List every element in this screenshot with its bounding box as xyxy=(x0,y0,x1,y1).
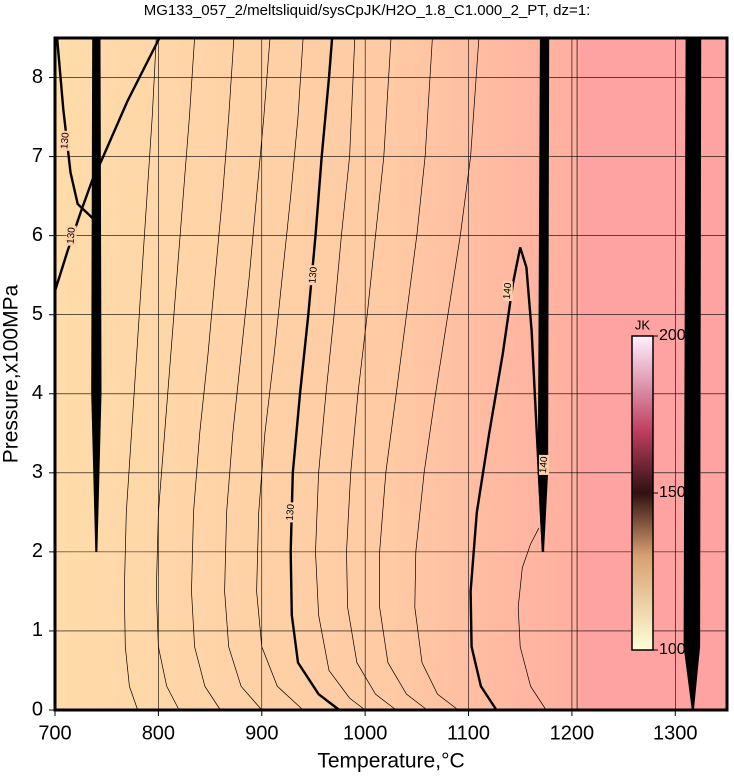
x-tick-label: 1000 xyxy=(343,722,388,744)
contour-line-bold xyxy=(289,37,341,711)
x-tick-label: 900 xyxy=(245,722,278,744)
contour-line xyxy=(414,37,480,711)
colorbar-tick-label: 200 xyxy=(659,327,686,344)
x-tick-label: 700 xyxy=(38,722,71,744)
contour-label-bg xyxy=(60,130,71,151)
contour-label-bg xyxy=(285,502,296,523)
y-tick-label: 5 xyxy=(32,303,43,325)
colorbar-tick-label: 100 xyxy=(659,641,686,658)
contour-line xyxy=(346,37,397,711)
contour-label-bg xyxy=(66,225,77,246)
colorbar-label: JK xyxy=(635,317,651,332)
y-tick-label: 8 xyxy=(32,66,43,88)
y-axis-label: Pressure,x100MPa xyxy=(0,284,23,463)
contour-line-bold xyxy=(55,37,96,221)
y-tick-label: 3 xyxy=(32,461,43,483)
y-tick-label: 2 xyxy=(32,540,43,562)
contour-line xyxy=(224,37,271,711)
contour-line xyxy=(155,37,195,711)
x-tick-label: 1200 xyxy=(550,722,595,744)
colorbar xyxy=(631,335,654,651)
y-tick-label: 4 xyxy=(32,382,43,404)
contour-label-bg xyxy=(502,280,513,301)
colorbar-tick-label: 150 xyxy=(659,484,686,501)
y-tick-label: 6 xyxy=(32,224,43,246)
contour-label: 140 xyxy=(502,282,514,300)
contour-line xyxy=(379,37,433,711)
contour-label-bg xyxy=(308,265,319,286)
contour-line xyxy=(191,37,235,711)
contour-line xyxy=(517,528,547,711)
y-tick-label: 7 xyxy=(32,145,43,167)
y-tick-label: 1 xyxy=(32,619,43,641)
contour-label-bg xyxy=(539,454,550,475)
dense-contour-band xyxy=(91,38,102,552)
contour-line xyxy=(256,37,304,711)
contour-label: 140 xyxy=(538,456,550,474)
x-tick-label: 1300 xyxy=(653,722,698,744)
y-tick-label: 0 xyxy=(32,698,43,720)
plot-frame xyxy=(53,36,729,712)
contour-label: 130 xyxy=(59,132,71,150)
contour-line xyxy=(123,37,157,711)
contour-label: 130 xyxy=(65,226,77,244)
x-axis-label: Temperature,°C xyxy=(317,750,464,773)
chart-title: MG133_057_2/meltsliquid/sysCpJK/H2O_1.8_… xyxy=(144,2,591,19)
contour-line-bold xyxy=(469,247,545,711)
contour-label: 130 xyxy=(285,503,297,521)
contour-line xyxy=(315,37,366,711)
dense-contour-band xyxy=(537,38,550,552)
plot-background xyxy=(55,38,727,710)
x-tick-label: 800 xyxy=(142,722,175,744)
x-tick-label: 1100 xyxy=(447,722,490,744)
contour-label: 130 xyxy=(307,266,319,284)
dense-contour-band xyxy=(683,38,702,710)
